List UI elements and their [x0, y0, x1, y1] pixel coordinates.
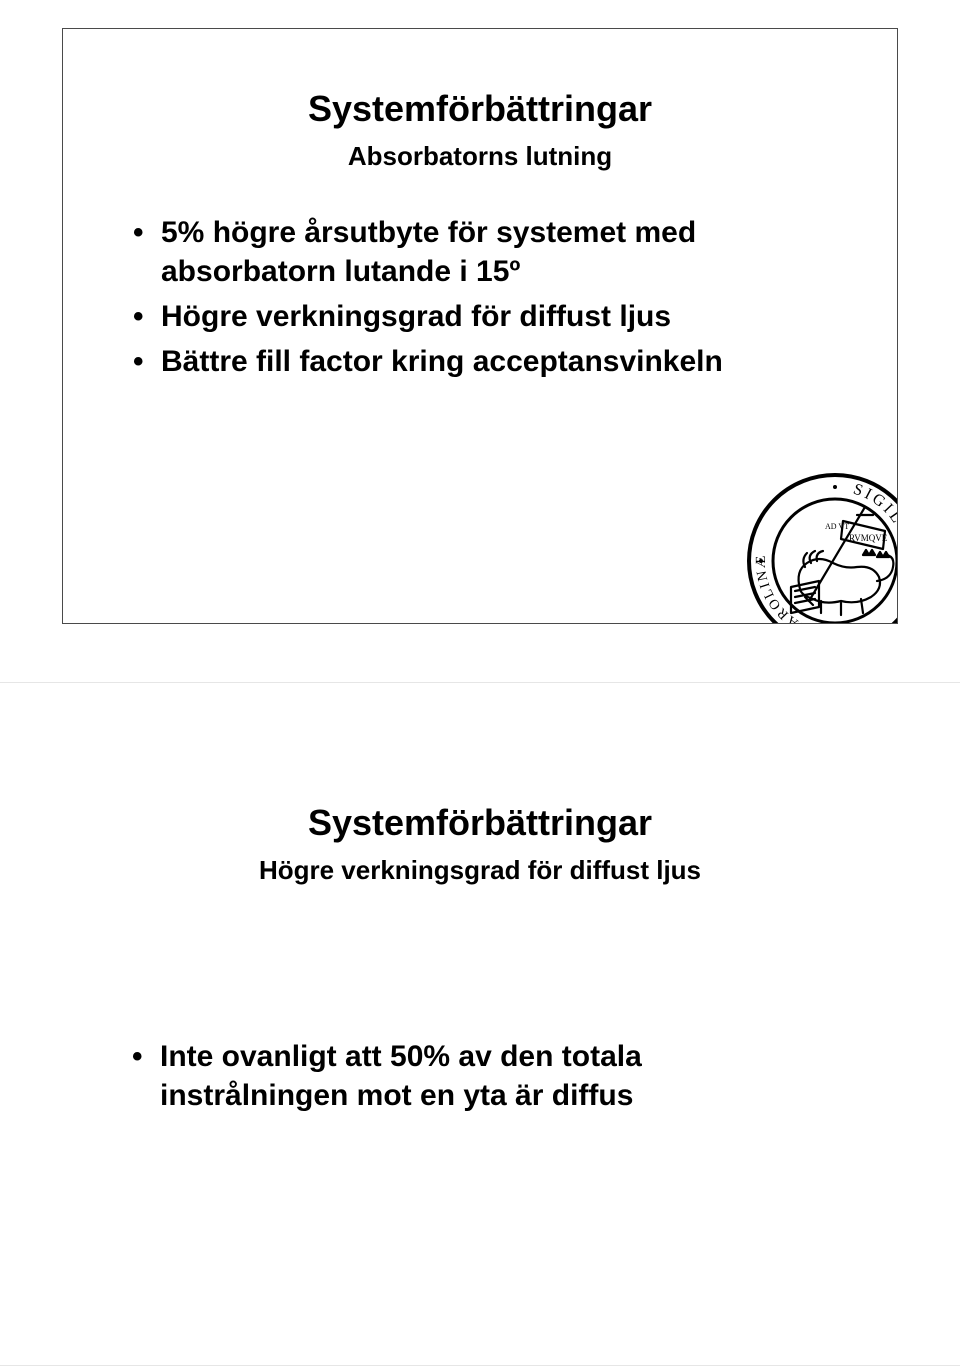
bullet-item: Bättre fill factor kring acceptansvinkel…: [133, 342, 837, 381]
bullet-item: Inte ovanligt att 50% av den totala inst…: [132, 1037, 838, 1115]
svg-text:AD VT: AD VT: [825, 522, 849, 531]
slide-frame: Systemförbättringar Högre verkningsgrad …: [62, 711, 898, 1307]
slide-title: Systemförbättringar: [63, 87, 897, 130]
slide-2: Systemförbättringar Högre verkningsgrad …: [0, 683, 960, 1366]
slide-subtitle: Högre verkningsgrad för diffust ljus: [62, 854, 898, 887]
slide-title: Systemförbättringar: [62, 801, 898, 844]
bullet-item: Högre verkningsgrad för diffust ljus: [133, 297, 837, 336]
slide-frame: Systemförbättringar Absorbatorns lutning…: [62, 28, 898, 624]
svg-text:RVMQVE: RVMQVE: [849, 533, 888, 543]
slide-1: Systemförbättringar Absorbatorns lutning…: [0, 0, 960, 683]
university-seal-icon: SIGIL CAROLINÆ RVMQVE AD VT: [745, 471, 898, 624]
bullet-list: Inte ovanligt att 50% av den totala inst…: [132, 1037, 838, 1115]
bullet-item: 5% högre årsutbyte för systemet med abso…: [133, 213, 837, 291]
bullet-list: 5% högre årsutbyte för systemet med abso…: [133, 213, 837, 381]
slide-subtitle: Absorbatorns lutning: [63, 140, 897, 173]
